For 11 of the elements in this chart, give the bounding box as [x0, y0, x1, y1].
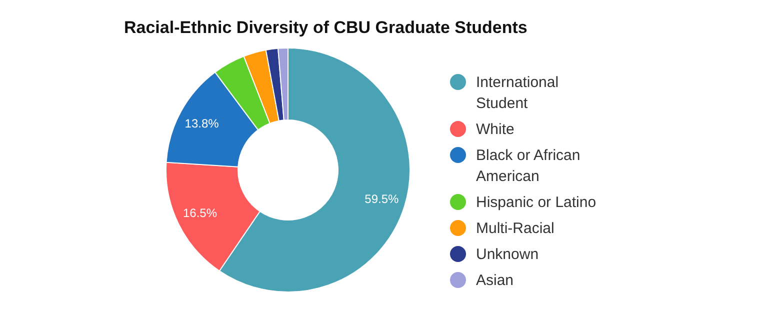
legend-label: Black or African American — [476, 147, 580, 185]
legend-label: Unknown — [476, 246, 539, 263]
legend-label: White — [476, 121, 514, 138]
data-label: 59.5% — [364, 192, 400, 206]
legend-label: Multi-Racial — [476, 220, 554, 237]
legend-label: Asian — [476, 272, 514, 289]
data-label: 13.8% — [184, 116, 220, 130]
legend-label: Hispanic or Latino — [476, 194, 596, 211]
data-label: 16.5% — [182, 206, 218, 220]
legend-label: International Student — [476, 74, 559, 112]
chart-title: Racial-Ethnic Diversity of CBU Graduate Students — [124, 18, 528, 37]
